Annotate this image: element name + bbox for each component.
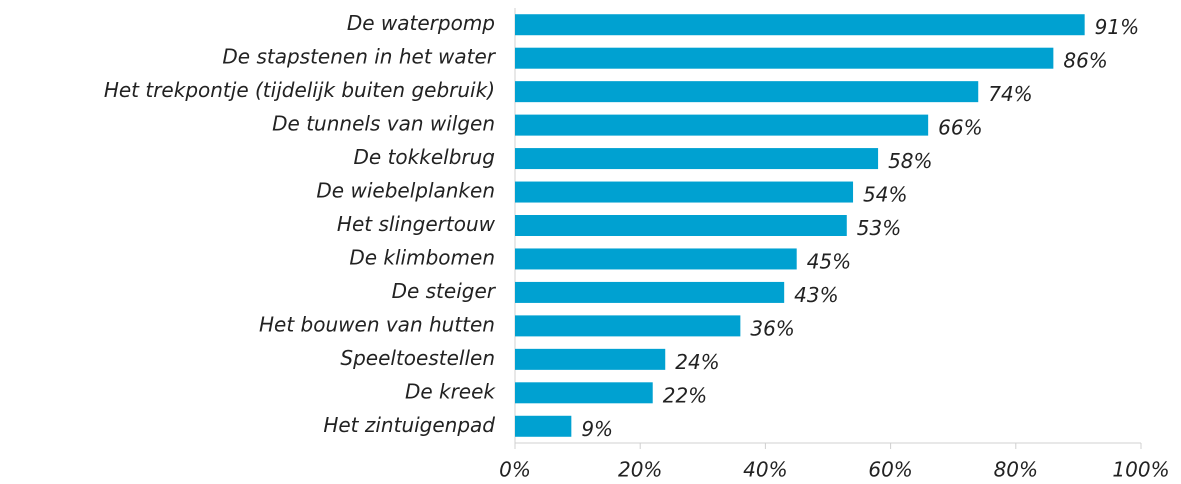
- value-label: 36%: [750, 316, 794, 340]
- y-tick-label: De wiebelplanken: [316, 179, 495, 203]
- y-tick-label: De steiger: [392, 279, 497, 303]
- value-label: 86%: [1063, 49, 1107, 73]
- bar: [515, 382, 653, 404]
- x-tick-label: 0%: [499, 458, 531, 482]
- value-label: 43%: [794, 283, 838, 307]
- value-label: 9%: [581, 417, 613, 441]
- bar: [515, 114, 929, 136]
- y-tick-label: De stapstenen in het water: [222, 45, 496, 69]
- value-label: 45%: [807, 249, 851, 273]
- bar: [515, 14, 1085, 36]
- y-tick-label: Het slingertouw: [337, 212, 496, 236]
- x-tick-label: 40%: [743, 458, 787, 482]
- y-tick-label: De klimbomen: [349, 245, 495, 269]
- y-tick-label: De tunnels van wilgen: [272, 112, 495, 136]
- y-tick-label: Speeltoestellen: [340, 346, 495, 370]
- bar: [515, 81, 979, 103]
- bar: [515, 315, 741, 337]
- bar: [515, 47, 1054, 69]
- value-label: 91%: [1095, 15, 1139, 39]
- value-label: 58%: [888, 149, 932, 173]
- value-label: 54%: [863, 183, 907, 207]
- bar: [515, 215, 847, 236]
- value-label: 24%: [675, 350, 719, 374]
- y-tick-label: Het zintuigenpad: [323, 413, 495, 437]
- bar: [515, 281, 785, 303]
- bar: [515, 181, 854, 203]
- bar: [515, 415, 572, 437]
- y-tick-label: Het trekpontje (tijdelijk buiten gebruik…: [104, 78, 495, 102]
- value-label: 53%: [857, 216, 901, 240]
- bar: [515, 148, 879, 170]
- x-tick-label: 80%: [994, 458, 1038, 482]
- x-tick-label: 100%: [1112, 458, 1169, 482]
- bar: [515, 248, 797, 270]
- y-tick-label: Het bouwen van hutten: [259, 312, 495, 336]
- x-tick-label: 20%: [618, 458, 662, 482]
- bar: [515, 348, 666, 370]
- y-tick-label: De kreek: [405, 379, 496, 403]
- value-label: 22%: [663, 383, 707, 407]
- y-tick-label: De tokkelbrug: [354, 145, 495, 169]
- value-label: 66%: [938, 116, 982, 140]
- value-label: 74%: [988, 82, 1032, 106]
- x-tick-label: 60%: [868, 458, 912, 482]
- y-tick-label: De waterpomp: [347, 11, 495, 35]
